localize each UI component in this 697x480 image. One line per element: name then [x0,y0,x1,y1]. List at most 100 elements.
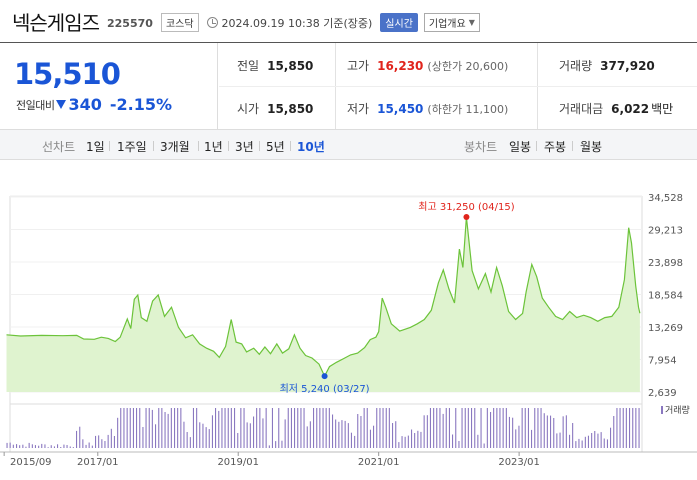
volume-bar [518,425,520,448]
stock-header: 넥슨게임즈 225570 코스닥 2024.09.19 10:38 기준(장중)… [0,0,697,42]
volume-bar [227,408,229,448]
volume-bar [177,408,179,448]
volume-bar [234,408,236,448]
volume-bar [28,442,30,448]
tab-separator [572,141,573,151]
high-value: 16,230 [377,59,424,73]
x-tick-label: 2023/01 [498,457,540,468]
volume-bar [287,408,289,448]
volume-bar [429,408,431,448]
amount-label: 거래대금 [559,102,604,116]
volume-bar [477,434,479,448]
volume-bar [543,413,545,448]
volume-bar [202,423,204,448]
realtime-button[interactable]: 실시간 [380,13,418,32]
volume-bar [376,408,378,448]
current-price: 15,510 [14,57,121,91]
price-panel: 15,510 전일대비 340 -2.15% [0,43,218,129]
open-price: 시가 15,850 [237,100,313,117]
volume-bar [303,408,305,448]
volume-bar [388,408,390,448]
stock-name: 넥슨게임즈 [12,10,100,35]
tab-10y[interactable]: 10년 [297,140,325,154]
volume-bar [44,444,46,448]
volume-bar [338,421,340,448]
volume-bar [423,415,425,448]
volume-bar [313,408,315,448]
volume-bar [249,423,251,448]
volume-bar [253,416,255,448]
volume-bar [281,440,283,448]
volume-bar [531,429,533,448]
volume-bar [622,408,624,448]
volume-bar [76,430,78,448]
volume-bar [553,418,555,448]
candle-chart-label: 봉차트 [464,140,498,154]
volume-bar [180,408,182,448]
company-info-dropdown[interactable]: 기업개요 ▼ [423,13,480,32]
volume-bar [88,442,90,448]
volume-bar [309,421,311,448]
x-tick-label: 2019/01 [217,457,259,468]
tab-weekly[interactable]: 주봉 [544,140,567,154]
volume-bar [145,408,147,448]
tab-5y[interactable]: 5년 [266,140,285,154]
volume-bar [319,408,321,448]
volume-bar [79,426,81,448]
tab-separator [109,141,110,151]
volume-bar [369,429,371,448]
tab-3y[interactable]: 3년 [235,140,254,154]
volume-bar [275,441,277,448]
volume-bar [625,408,627,448]
volume-bar [66,445,68,448]
volume-bar [82,439,84,448]
volume-bar [357,414,359,448]
high-price: 고가 16,230 (상한가 20,600) [347,57,508,74]
high-annotation: 최고 31,250 (04/15) [418,201,514,213]
volume-bar [9,442,11,448]
upper-limit: (상한가 20,600) [427,60,509,73]
volume-bar [363,408,365,448]
volume-bar [25,446,27,448]
down-arrow-icon [56,100,67,109]
volume-bar [629,408,631,448]
tab-3m[interactable]: 3개월 [160,140,190,154]
volume-bar [294,408,296,448]
volume-bar [496,408,498,448]
volume-bar [452,434,454,448]
tab-1d[interactable]: 1일 [86,140,105,154]
volume-bar [300,408,302,448]
y-tick-label: 13,269 [648,323,683,334]
volume-bar [256,408,258,448]
tab-1w[interactable]: 1주일 [117,140,147,154]
y-tick-label: 7,954 [648,355,677,366]
tab-1y[interactable]: 1년 [204,140,223,154]
tab-daily[interactable]: 일봉 [509,140,532,154]
volume-bar [433,408,435,448]
open-value: 15,850 [267,102,314,116]
volume-bar [439,408,441,448]
low-value: 15,450 [377,102,424,116]
volume-bar [123,408,125,448]
volume-bar [328,408,330,448]
volume-bar [117,417,119,448]
volume-bar [448,408,450,448]
volume-bar [398,442,400,448]
trade-amount: 거래대금 6,022 백만 [559,100,673,117]
volume-bar [600,432,602,448]
volume-bar [632,408,634,448]
tab-monthly[interactable]: 월봉 [580,140,603,154]
volume-bar [565,415,567,448]
volume-bar [411,429,413,448]
volume-bar [385,408,387,448]
volume-legend-label: 거래량 [665,404,690,416]
volume: 거래량 377,920 [559,57,655,74]
high-label: 고가 [347,59,370,73]
volume-bar [584,436,586,448]
volume-bar [110,428,112,448]
volume-bar [136,408,138,448]
open-label: 시가 [237,102,260,116]
timestamp: 2024.09.19 10:38 기준(장중) [221,16,373,30]
volume-bar [284,419,286,448]
volume-bar [578,438,580,448]
